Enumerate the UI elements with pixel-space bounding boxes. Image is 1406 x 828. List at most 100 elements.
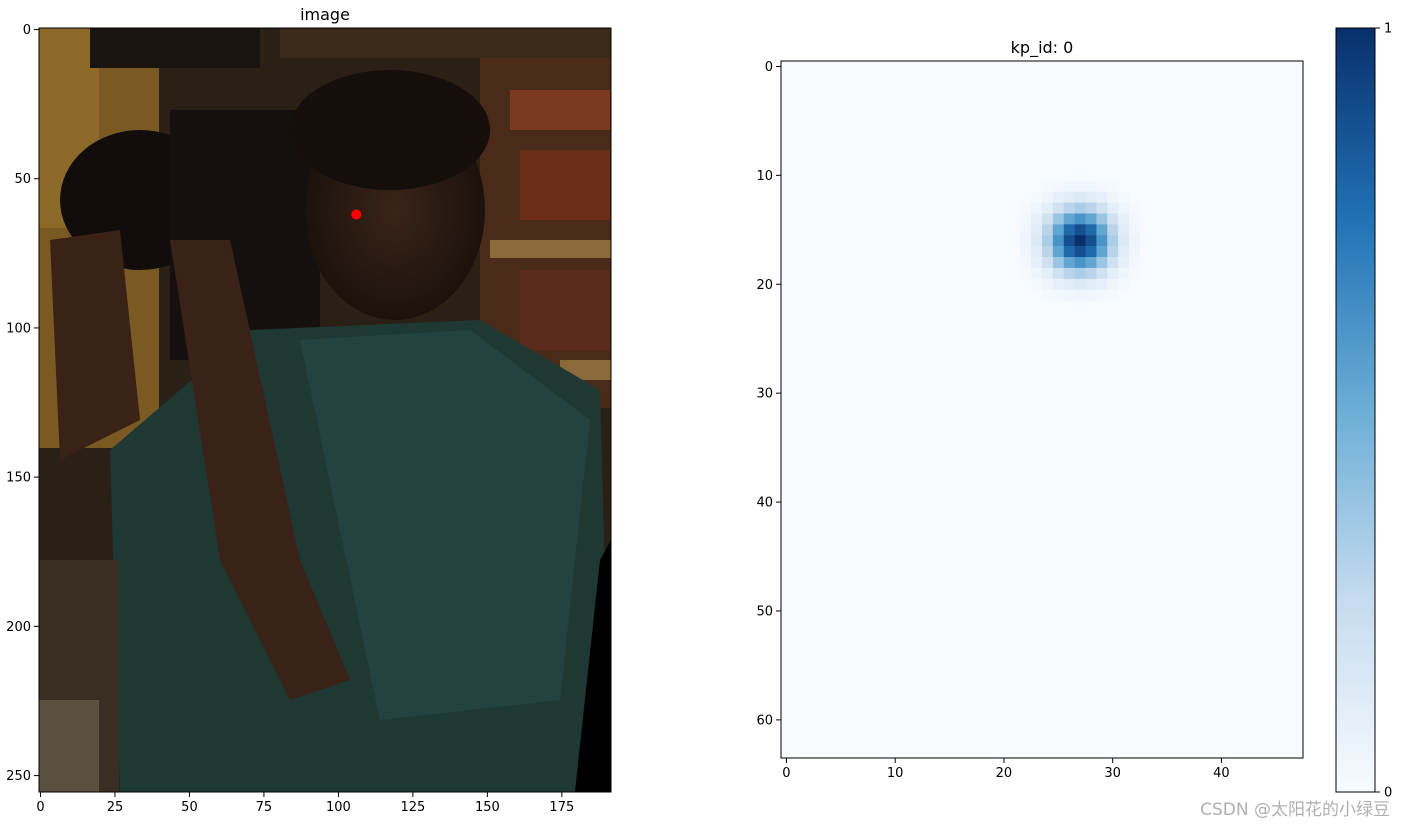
x-tick-label: 10 [887,766,904,781]
heatmap-cell [1129,246,1141,258]
heatmap-cell [1096,224,1108,236]
heatmap-cells [781,61,1303,758]
colorbar [1335,27,1376,793]
heatmap-cell [1118,213,1130,225]
heatmap-cell [1118,202,1130,214]
heatmap-cell [1020,235,1032,247]
left-title: image [300,5,350,24]
heatmap-cell [1085,180,1097,192]
heatmap-cell [1052,246,1065,258]
heatmap-cell [1118,224,1130,236]
x-tick-label: 75 [256,800,273,815]
heatmap-cell [1118,246,1130,258]
y-tick-label: 40 [756,496,773,511]
heatmap-cell [1063,191,1075,203]
heatmap-cell [1052,213,1065,225]
heatmap-cell [1107,289,1119,301]
heatmap-cell [1129,213,1141,225]
photo-image [39,28,611,792]
heatmap-cell [1085,246,1097,258]
heatmap-cell [1031,267,1043,280]
x-tick-label: 175 [549,800,574,815]
heatmap-cell [1096,257,1108,269]
watermark-text: CSDN @太阳花的小绿豆 [1200,800,1390,820]
y-tick-label: 250 [6,769,31,784]
heatmap-cell [1042,267,1054,280]
heatmap-cell [1063,180,1075,192]
heatmap-cell [1118,191,1130,203]
y-tick-label: 200 [6,620,31,635]
right-axis-ticks: 0 10 20 30 40 0 10 20 30 40 50 60 [756,60,1229,781]
heatmap-cell [1042,180,1054,192]
heatmap-cell [1096,267,1108,280]
heatmap-cell [1031,246,1043,258]
heatmap-cell [1031,257,1043,269]
heatmap-cell [1118,278,1130,291]
y-tick-label: 50 [14,172,31,187]
heatmap-cell [1129,235,1141,247]
x-tick-label: 100 [326,800,351,815]
heatmap-cell [1074,289,1086,301]
y-tick-label: 50 [756,604,773,619]
heatmap-cell [1085,235,1097,247]
left-axis-ticks: 0 25 50 75 100 125 150 175 0 50 100 150 200 250 [6,23,574,815]
heatmap-cell [1052,267,1065,280]
heatmap-cell [1020,246,1032,258]
x-tick-label: 20 [996,766,1013,781]
heatmap-cell [1031,278,1043,291]
heatmap-cell [1096,213,1108,225]
colorbar-ticks: 01 [1375,22,1392,801]
heatmap-cell [1118,235,1130,247]
y-tick-label: 0 [765,60,773,75]
heatmap-cell [1020,202,1032,214]
heatmap-cell [1129,267,1141,280]
heatmap-cell [1074,191,1086,203]
heatmap-cell [1085,224,1097,236]
heatmap-cell [1042,289,1054,301]
left-axes-frame [38,27,612,793]
heatmap-background [781,61,1303,758]
heatmap-cell [1063,235,1075,247]
heatmap-cell [1020,257,1032,269]
keypoint-layer [351,209,362,220]
heatmap-cell [1052,278,1065,291]
heatmap-cell [1085,278,1097,291]
heatmap-cell [1107,180,1119,192]
heatmap-cell [1052,180,1065,192]
heatmap-cell [1107,246,1119,258]
x-tick-label: 50 [181,800,198,815]
heatmap-cell [1020,213,1032,225]
heatmap-cell [1031,235,1043,247]
heatmap-cell [1129,257,1141,269]
heatmap-cell [1009,235,1021,247]
heatmap-cell [1129,224,1141,236]
x-tick-label: 0 [782,766,790,781]
heatmap-cell [1063,278,1075,291]
heatmap-cell [1042,191,1054,203]
right-title: kp_id: 0 [1011,38,1074,58]
x-tick-label: 150 [475,800,500,815]
heatmap-cell [1052,235,1065,247]
y-tick-label: 10 [756,169,773,184]
heatmap-cell [1042,202,1054,214]
heatmap-cell [1118,267,1130,280]
heatmap-cell [1139,235,1152,247]
colorbar-tick-label: 0 [1384,786,1392,801]
heatmap-cell [1031,224,1043,236]
heatmap-cell [1107,213,1119,225]
heatmap-cell [1107,235,1119,247]
heatmap-cell [1085,202,1097,214]
right-axes-frame [780,60,1304,759]
heatmap-cell [1052,289,1065,301]
y-tick-label: 30 [756,387,773,402]
heatmap-cell [1107,267,1119,280]
heatmap-cell [1042,235,1054,247]
x-tick-label: 25 [107,800,124,815]
heatmap-cell [1107,278,1119,291]
heatmap-cell [1031,202,1043,214]
y-tick-label: 150 [6,471,31,486]
heatmap-cell [1052,191,1065,203]
heatmap-cell [1107,202,1119,214]
keypoint-marker [351,209,362,220]
